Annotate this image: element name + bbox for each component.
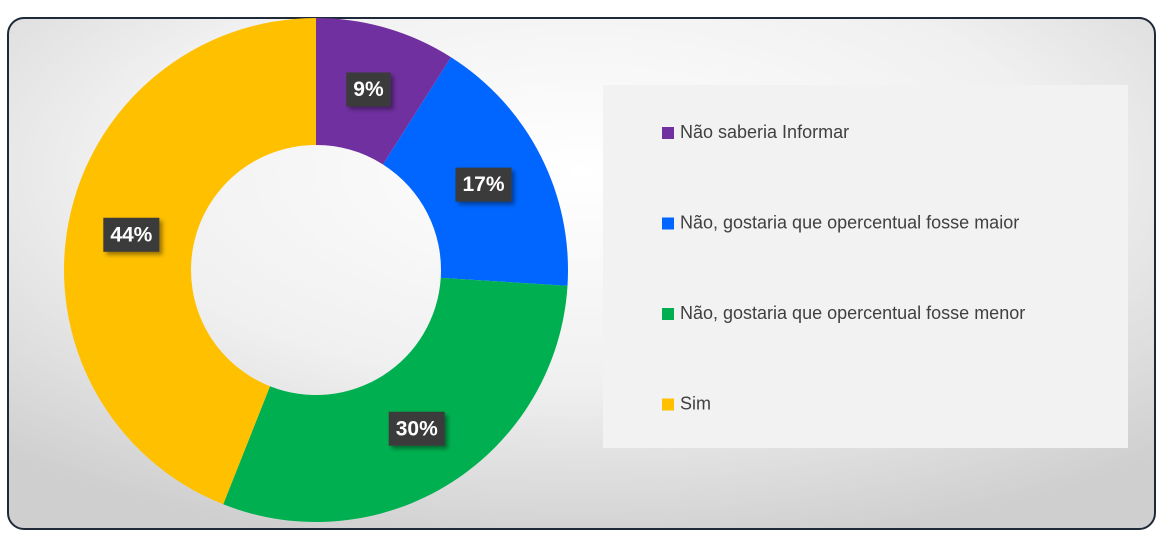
- legend-swatch: [662, 308, 674, 320]
- legend-swatch: [662, 217, 674, 230]
- data-label: 30%: [396, 417, 438, 440]
- legend-label: Não, gostaria que opercentual fosse maio…: [680, 212, 1019, 232]
- data-label-box: [346, 72, 391, 107]
- donut-slice: [223, 277, 568, 522]
- donut-slice: [63, 18, 316, 505]
- legend-label: Sim: [680, 393, 711, 413]
- legend-label: Não, gostaria que opercentual fosse meno…: [680, 303, 1025, 323]
- data-label-box: [103, 217, 160, 252]
- data-label-box: [388, 411, 445, 446]
- data-label: 44%: [110, 223, 152, 246]
- data-label-box: [455, 167, 512, 202]
- legend-swatch: [662, 127, 674, 139]
- legend-swatch: [662, 398, 674, 411]
- legend-label: Não saberia Informar: [680, 122, 849, 142]
- data-label: 9%: [353, 78, 384, 101]
- data-label: 17%: [462, 173, 504, 196]
- legend-box: [603, 85, 1128, 448]
